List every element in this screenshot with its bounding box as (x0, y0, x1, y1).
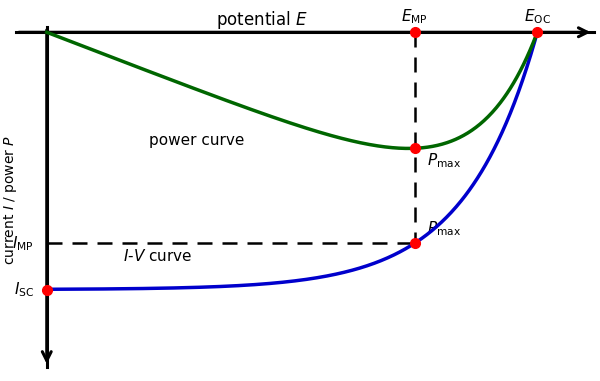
Text: power curve: power curve (149, 133, 244, 148)
Text: $E_\mathrm{MP}$: $E_\mathrm{MP}$ (401, 7, 428, 26)
Text: potential $E$: potential $E$ (215, 9, 307, 31)
Text: $I_\mathrm{MP}$: $I_\mathrm{MP}$ (12, 234, 34, 253)
Text: $I$-$V$ curve: $I$-$V$ curve (124, 248, 193, 264)
Text: $P_\mathrm{max}$: $P_\mathrm{max}$ (427, 219, 461, 238)
Text: $E_\mathrm{OC}$: $E_\mathrm{OC}$ (524, 7, 551, 26)
Text: $I_\mathrm{SC}$: $I_\mathrm{SC}$ (14, 280, 34, 299)
Text: $P_\mathrm{max}$: $P_\mathrm{max}$ (427, 151, 461, 170)
Text: current $I$ / power $P$: current $I$ / power $P$ (2, 134, 19, 265)
